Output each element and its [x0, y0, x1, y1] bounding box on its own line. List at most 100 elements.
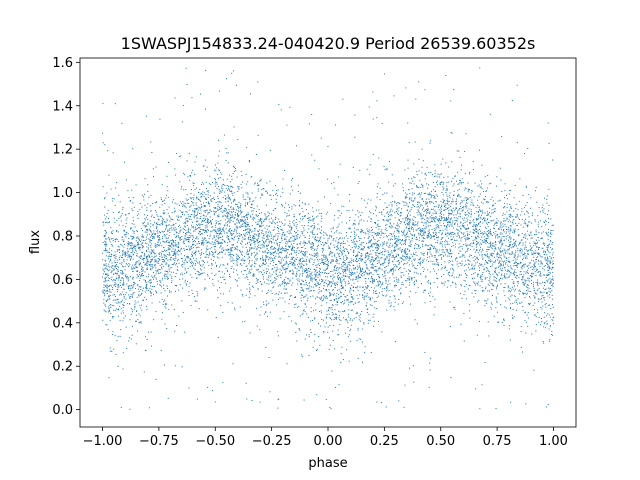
- data-point: [383, 236, 385, 238]
- data-point: [338, 210, 340, 212]
- data-point: [227, 237, 229, 239]
- data-point: [224, 253, 226, 255]
- data-point: [183, 228, 185, 230]
- data-point: [473, 267, 475, 269]
- data-point: [416, 238, 418, 240]
- data-point: [547, 217, 549, 219]
- data-point: [516, 261, 518, 263]
- data-point: [339, 277, 341, 279]
- data-point: [132, 268, 134, 270]
- data-point: [395, 277, 397, 279]
- data-point: [427, 230, 429, 232]
- data-point: [469, 248, 471, 250]
- data-point: [178, 236, 179, 238]
- data-point: [304, 242, 306, 244]
- data-point: [150, 285, 152, 287]
- data-point: [296, 257, 298, 259]
- data-point: [259, 257, 261, 259]
- data-point: [377, 252, 379, 254]
- data-point: [527, 148, 529, 150]
- data-point: [375, 221, 377, 223]
- data-point: [539, 292, 541, 294]
- data-point: [105, 311, 107, 313]
- data-point: [165, 226, 167, 228]
- data-point: [107, 290, 109, 292]
- data-point: [431, 209, 433, 211]
- data-point: [507, 269, 509, 271]
- data-point: [162, 217, 164, 219]
- data-point: [276, 304, 278, 306]
- data-point: [545, 306, 547, 308]
- data-point: [291, 247, 293, 249]
- data-point: [262, 194, 264, 196]
- data-point: [387, 250, 389, 252]
- data-point: [352, 278, 354, 280]
- data-point: [436, 234, 438, 236]
- data-point: [451, 253, 453, 255]
- data-point: [302, 217, 304, 219]
- data-point: [465, 188, 467, 190]
- data-point: [542, 237, 544, 239]
- data-point: [261, 229, 263, 231]
- data-point: [196, 156, 198, 158]
- data-point: [350, 328, 352, 330]
- data-point: [440, 200, 442, 202]
- data-point: [503, 220, 505, 222]
- data-point: [348, 244, 350, 246]
- data-point: [357, 251, 359, 253]
- data-point: [513, 210, 515, 212]
- data-point: [146, 228, 147, 230]
- data-point: [270, 217, 272, 219]
- data-point: [130, 313, 132, 315]
- data-point: [551, 267, 553, 269]
- data-point: [326, 316, 328, 318]
- data-point: [280, 261, 282, 263]
- data-point: [249, 236, 251, 238]
- data-point: [338, 315, 340, 317]
- data-point: [418, 193, 420, 195]
- data-point: [169, 232, 171, 234]
- data-point: [158, 240, 160, 242]
- data-point: [533, 251, 535, 253]
- data-point: [227, 263, 229, 265]
- data-point: [454, 306, 456, 308]
- data-point: [374, 287, 376, 289]
- data-point: [192, 244, 194, 246]
- data-point: [344, 267, 346, 269]
- data-point: [163, 249, 165, 251]
- data-point: [364, 295, 366, 297]
- data-point: [498, 262, 500, 264]
- data-point: [546, 260, 548, 262]
- data-point: [366, 242, 368, 244]
- data-point: [524, 280, 526, 282]
- data-point: [419, 230, 421, 232]
- data-point: [311, 154, 313, 156]
- data-point: [312, 211, 314, 213]
- data-point: [212, 238, 214, 240]
- data-point: [313, 290, 315, 292]
- data-point: [174, 253, 176, 255]
- data-point: [372, 243, 374, 245]
- data-point: [261, 194, 263, 196]
- data-point: [509, 190, 511, 192]
- data-point: [105, 267, 107, 269]
- data-point: [508, 270, 510, 272]
- data-point: [202, 194, 204, 196]
- data-point: [458, 195, 460, 197]
- data-point: [550, 232, 552, 234]
- data-point: [446, 242, 448, 244]
- data-point: [227, 194, 229, 196]
- data-point: [507, 285, 509, 287]
- data-point: [376, 257, 378, 259]
- data-point: [127, 250, 129, 252]
- data-point: [337, 241, 339, 243]
- data-point: [392, 185, 394, 187]
- data-point: [265, 241, 267, 243]
- data-point: [455, 217, 457, 219]
- data-point: [526, 225, 528, 227]
- data-point: [114, 260, 116, 262]
- data-point: [462, 182, 464, 184]
- data-point: [504, 190, 506, 192]
- data-point: [387, 254, 389, 256]
- data-point: [423, 211, 425, 213]
